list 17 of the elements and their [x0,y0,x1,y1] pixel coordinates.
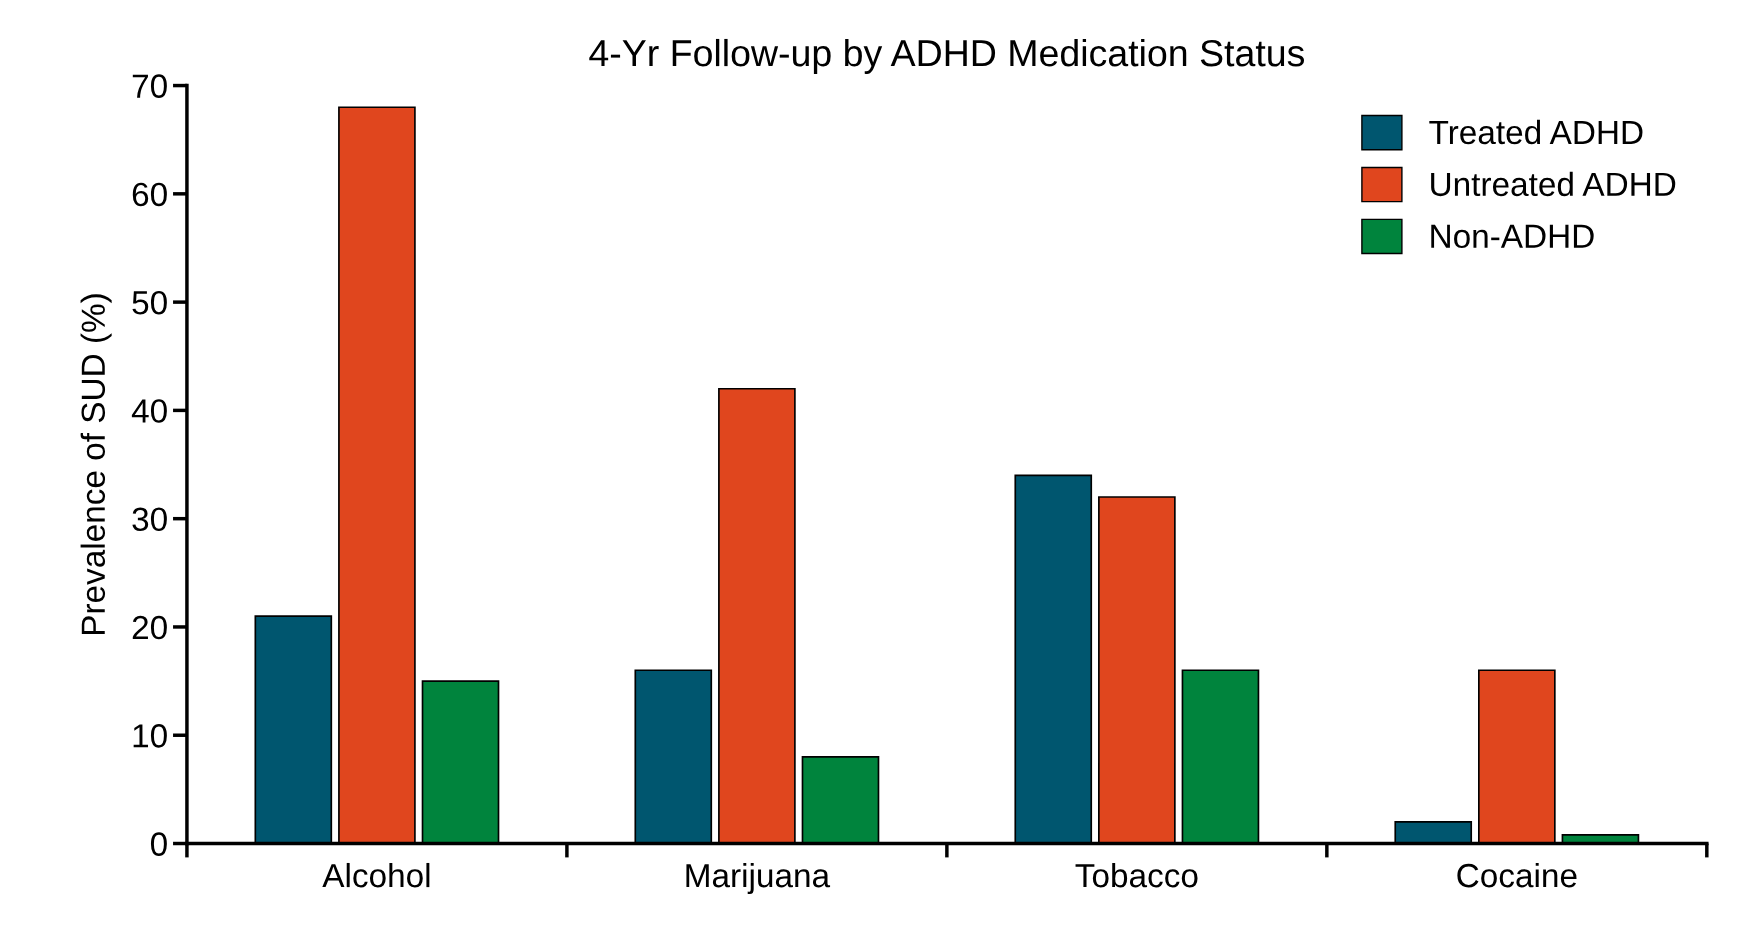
x-tick-label: Marijuana [686,862,831,895]
y-tick-label: 40 [131,399,167,423]
y-tick-label: 50 [132,290,167,315]
x-tick-label: Alcohol [322,862,430,888]
chart-title: 4-Yr Follow-up by ADHD Medication Status [589,38,1305,74]
y-tick-label: 30 [132,507,167,532]
y-tick-label: 0 [150,832,167,856]
x-tick-label: Tobacco [1075,862,1198,888]
y-tick-label: 60 [132,182,167,207]
y-axis-title: Prevalence of SUD (%) [80,294,112,635]
legend-label: Treated ADHD [1429,119,1643,145]
y-tick-label: 10 [133,724,167,748]
y-tick-label: 20 [132,615,167,640]
y-tick-label: 70 [132,74,167,98]
x-tick-label: Cocaine [1457,862,1577,888]
legend-label: Non-ADHD [1431,224,1594,249]
legend-label: Untreated ADHD [1431,171,1676,197]
